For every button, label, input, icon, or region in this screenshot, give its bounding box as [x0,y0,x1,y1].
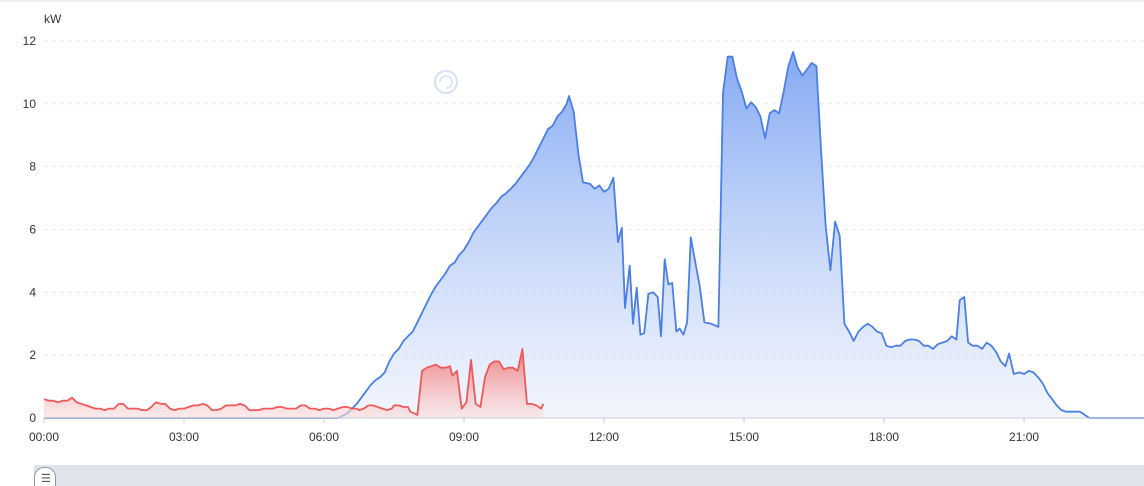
series-1-line [43,347,545,416]
y-tick-label: 10 [23,97,37,111]
series-1-area [44,348,544,418]
x-tick-label: 03:00 [169,430,199,444]
x-tick-label: 09:00 [449,430,479,444]
y-tick-label: 4 [29,285,36,299]
y-axis-label: kW [44,12,62,26]
panel-top-border [0,0,1144,2]
x-tick-label: 15:00 [729,430,759,444]
data-zoom-bar[interactable] [34,465,1144,486]
y-tick-label: 8 [29,160,36,174]
x-tick-label: 21:00 [1009,430,1039,444]
series-layer [43,51,1144,419]
series-0-line [44,51,1144,419]
loading-spinner-icon [434,70,458,94]
y-axis-ticks: 0 2 4 6 8 10 12 [23,34,37,425]
zoom-handle[interactable]: ☰ [34,467,56,486]
menu-icon: ☰ [41,473,51,485]
x-tick-label: 00:00 [29,430,59,444]
y-tick-label: 0 [29,411,36,425]
y-tick-label: 12 [23,34,37,48]
series-0-area [44,52,1144,418]
y-tick-label: 6 [29,223,36,237]
x-axis-ticks: 00:00 03:00 06:00 09:00 12:00 15:00 18:00 21:00 [29,418,1039,444]
x-tick-label: 18:00 [869,430,899,444]
x-tick-label: 12:00 [589,430,619,444]
y-tick-label: 2 [29,348,36,362]
power-chart: 0 2 4 6 8 10 12 kW 00:00 03:00 06:00 09:00 12:00 15… [23,12,1144,444]
x-tick-label: 06:00 [309,430,339,444]
